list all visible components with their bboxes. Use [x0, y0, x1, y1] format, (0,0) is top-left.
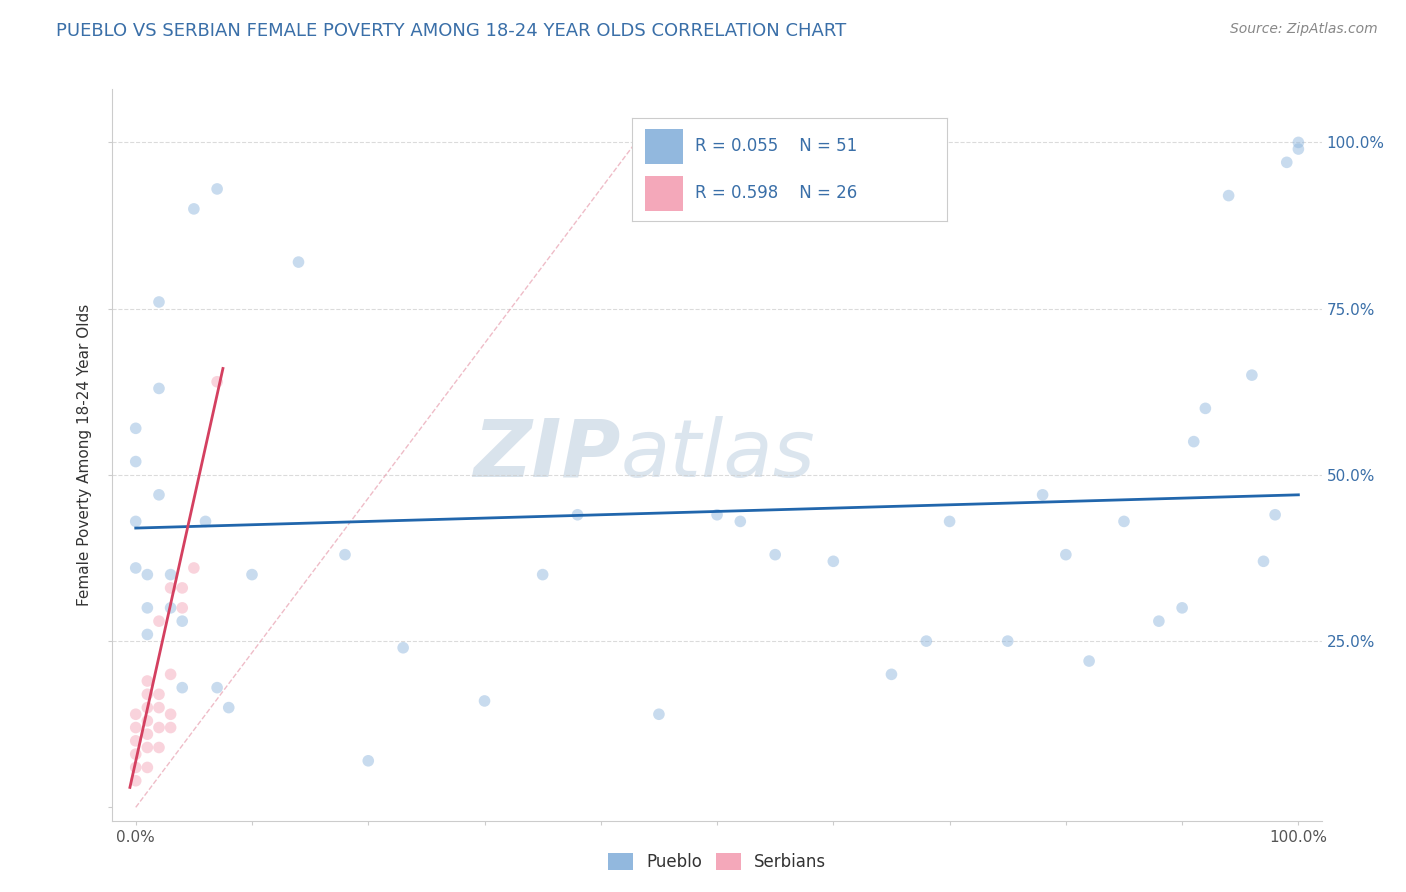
Point — [1078, 654, 1101, 668]
Point — [763, 548, 786, 562]
Point — [1112, 515, 1135, 529]
Point — [136, 727, 159, 741]
Point — [1147, 614, 1170, 628]
Point — [159, 600, 181, 615]
Text: R = 0.055    N = 51: R = 0.055 N = 51 — [696, 137, 858, 155]
Point — [1240, 368, 1263, 383]
Point — [1182, 434, 1205, 449]
Point — [159, 707, 181, 722]
Point — [148, 740, 170, 755]
Point — [205, 182, 228, 196]
Point — [567, 508, 589, 522]
Point — [136, 600, 159, 615]
Point — [1171, 600, 1194, 615]
Point — [136, 760, 159, 774]
Point — [125, 721, 148, 735]
Point — [125, 515, 148, 529]
Text: Source: ZipAtlas.com: Source: ZipAtlas.com — [1230, 22, 1378, 37]
Point — [172, 581, 194, 595]
Point — [148, 381, 170, 395]
Point — [880, 667, 903, 681]
Point — [136, 627, 159, 641]
Point — [125, 421, 148, 435]
Text: PUEBLO VS SERBIAN FEMALE POVERTY AMONG 18-24 YEAR OLDS CORRELATION CHART: PUEBLO VS SERBIAN FEMALE POVERTY AMONG 1… — [56, 22, 846, 40]
Point — [159, 581, 181, 595]
Point — [148, 295, 170, 310]
Point — [136, 567, 159, 582]
Text: atlas: atlas — [620, 416, 815, 494]
Point — [125, 747, 148, 761]
Point — [183, 202, 205, 216]
Point — [136, 687, 159, 701]
Text: R = 0.598    N = 26: R = 0.598 N = 26 — [696, 185, 858, 202]
Point — [357, 754, 380, 768]
Point — [706, 508, 728, 522]
Point — [1054, 548, 1077, 562]
Point — [240, 567, 263, 582]
Point — [125, 561, 148, 575]
Point — [125, 773, 148, 788]
Point — [1253, 554, 1275, 568]
Point — [148, 687, 170, 701]
Point — [148, 488, 170, 502]
Legend: Pueblo, Serbians: Pueblo, Serbians — [602, 847, 832, 878]
Point — [1264, 508, 1286, 522]
Point — [531, 567, 554, 582]
Point — [1032, 488, 1054, 502]
Point — [159, 667, 181, 681]
Point — [287, 255, 309, 269]
Point — [474, 694, 496, 708]
Bar — [645, 128, 683, 163]
Point — [125, 760, 148, 774]
Point — [183, 561, 205, 575]
Point — [125, 454, 148, 468]
Point — [205, 375, 228, 389]
Point — [136, 700, 159, 714]
Point — [136, 673, 159, 688]
Point — [205, 681, 228, 695]
Point — [172, 600, 194, 615]
Point — [333, 548, 356, 562]
Point — [172, 614, 194, 628]
Point — [125, 707, 148, 722]
Bar — [645, 176, 683, 211]
Text: ZIP: ZIP — [472, 416, 620, 494]
Point — [1286, 136, 1309, 150]
Point — [997, 634, 1019, 648]
Point — [1275, 155, 1298, 169]
Point — [194, 515, 217, 529]
Point — [1194, 401, 1216, 416]
Point — [172, 681, 194, 695]
Point — [648, 707, 671, 722]
Point — [159, 721, 181, 735]
Point — [148, 721, 170, 735]
Point — [136, 740, 159, 755]
Point — [148, 614, 170, 628]
Point — [136, 714, 159, 728]
Point — [823, 554, 845, 568]
Point — [1286, 142, 1309, 156]
Point — [218, 700, 240, 714]
Y-axis label: Female Poverty Among 18-24 Year Olds: Female Poverty Among 18-24 Year Olds — [77, 304, 93, 606]
Point — [159, 567, 181, 582]
Point — [148, 700, 170, 714]
Point — [1218, 188, 1240, 202]
Point — [938, 515, 960, 529]
Point — [392, 640, 415, 655]
Point — [730, 515, 752, 529]
Point — [125, 734, 148, 748]
Point — [915, 634, 938, 648]
